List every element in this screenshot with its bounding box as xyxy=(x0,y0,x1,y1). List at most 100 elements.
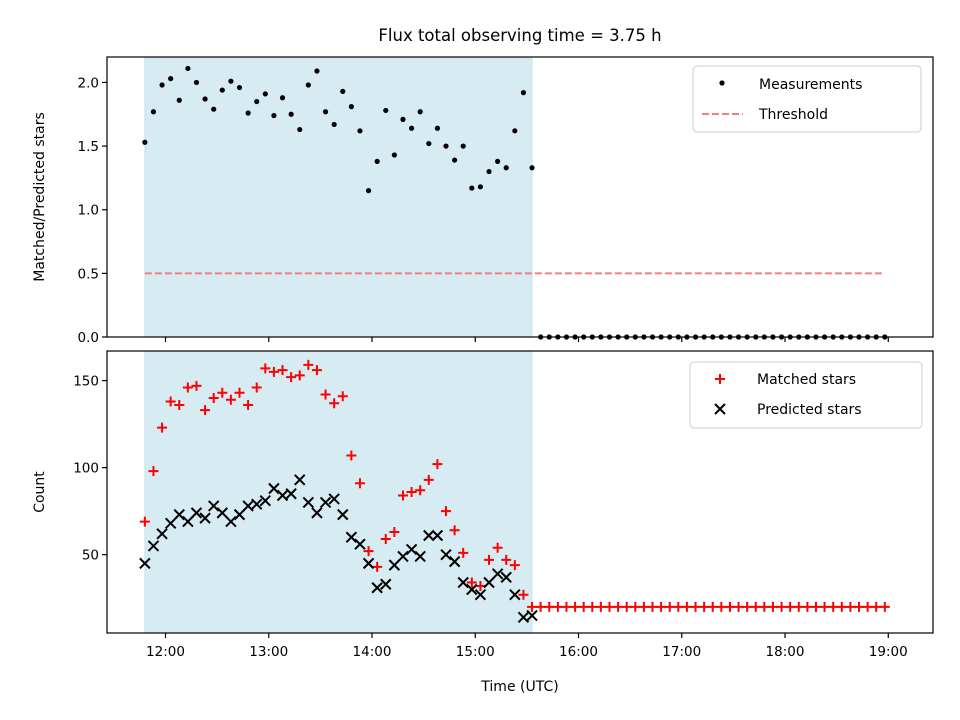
matched-star-marker xyxy=(767,601,778,612)
measurement-point xyxy=(486,168,492,175)
matched-star-marker xyxy=(707,601,718,612)
predicted-star-marker xyxy=(225,515,237,528)
x-tick-label: 16:00 xyxy=(559,644,598,660)
matched-star-marker xyxy=(492,542,503,553)
x-tick-label: 12:00 xyxy=(146,644,185,660)
matched-star-marker xyxy=(785,601,796,612)
measurement-point xyxy=(460,143,466,149)
measurement-point xyxy=(400,116,406,122)
matched-star-marker xyxy=(759,601,770,612)
predicted-star-marker xyxy=(190,507,203,519)
axes-frame-0 xyxy=(106,56,934,338)
predicted-star-marker xyxy=(285,488,297,500)
matched-star-marker xyxy=(656,601,667,612)
predicted-star-marker xyxy=(397,550,409,563)
y-axis-label: Matched/Predicted stars xyxy=(32,112,48,282)
matched-star-marker xyxy=(681,601,692,612)
measurement-point xyxy=(408,125,415,131)
matched-star-marker xyxy=(552,601,563,612)
matched-star-marker xyxy=(578,601,589,612)
matched-star-marker xyxy=(819,601,830,612)
predicted-star-marker xyxy=(319,496,332,509)
measurement-point xyxy=(159,82,165,88)
matched-star-marker xyxy=(535,601,546,612)
matched-star-marker xyxy=(621,601,632,612)
predicted-star-marker xyxy=(207,500,220,512)
matched-star-marker xyxy=(182,382,193,393)
measurement-point xyxy=(391,152,397,158)
x-tick-label: 17:00 xyxy=(662,644,701,660)
predicted-star-marker xyxy=(156,528,168,540)
matched-star-marker xyxy=(509,560,520,571)
matched-star-marker xyxy=(286,372,297,383)
predicted-star-marker xyxy=(380,578,392,590)
matched-star-marker xyxy=(854,601,865,612)
matched-star-marker xyxy=(690,601,701,612)
matched-star-marker xyxy=(423,474,434,485)
matched-star-marker xyxy=(871,601,882,612)
measurement-point xyxy=(279,95,286,101)
measurement-point xyxy=(340,88,346,94)
y-tick-label: 1.5 xyxy=(78,139,99,155)
matched-star-marker xyxy=(234,387,245,398)
matched-star-marker xyxy=(466,577,477,588)
matched-star-marker xyxy=(277,365,288,376)
measurement-point xyxy=(245,110,251,116)
measurement-point xyxy=(176,97,182,103)
legend-predicted-label: Predicted stars xyxy=(757,402,862,418)
legend-matched-label: Matched stars xyxy=(757,372,856,388)
measurement-point xyxy=(305,82,311,88)
matched-star-marker xyxy=(303,359,314,370)
matched-star-marker xyxy=(294,370,305,381)
measurement-point xyxy=(477,184,484,190)
measurement-point xyxy=(512,128,518,134)
y-tick-label: 50 xyxy=(82,548,99,564)
predicted-star-marker xyxy=(414,550,426,563)
predicted-star-marker xyxy=(182,515,194,528)
shaded-region-0 xyxy=(144,56,533,338)
predicted-star-marker xyxy=(517,611,530,624)
matched-star-marker xyxy=(647,601,658,612)
measurement-point xyxy=(236,84,243,91)
measurement-point xyxy=(262,91,268,97)
predicted-star-marker xyxy=(354,538,366,550)
matched-star-marker xyxy=(793,601,804,612)
predicted-star-marker xyxy=(259,494,272,507)
matched-star-marker xyxy=(879,601,890,612)
measurement-point xyxy=(211,106,217,112)
legend-measurements-label: Measurements xyxy=(759,77,862,93)
legend-predicted-marker xyxy=(714,403,726,415)
predicted-star-marker xyxy=(268,482,280,495)
matched-star-marker xyxy=(311,365,322,376)
matched-star-marker xyxy=(458,547,469,558)
matched-star-marker xyxy=(733,601,744,612)
measurement-point xyxy=(202,96,208,102)
matched-star-marker xyxy=(415,485,426,496)
predicted-star-marker xyxy=(233,508,246,521)
matched-star-marker xyxy=(441,506,452,517)
predicted-star-marker xyxy=(491,568,504,580)
measurement-point xyxy=(168,76,174,82)
legend-measurements-marker xyxy=(719,80,725,86)
predicted-star-marker xyxy=(216,507,229,519)
matched-star-marker xyxy=(724,601,735,612)
matched-star-marker xyxy=(251,382,262,393)
predicted-star-marker xyxy=(139,557,151,570)
measurement-point xyxy=(331,121,337,128)
y-tick-label: 100 xyxy=(73,461,99,477)
matched-star-marker xyxy=(638,601,649,612)
matched-star-marker xyxy=(862,601,873,612)
y-tick-label: 0.5 xyxy=(78,266,99,282)
matched-star-marker xyxy=(501,554,512,565)
predicted-star-marker xyxy=(466,583,478,596)
predicted-star-marker xyxy=(147,540,160,552)
matched-star-marker xyxy=(243,399,254,410)
matched-star-marker xyxy=(346,450,357,461)
x-tick-label: 13:00 xyxy=(249,644,288,660)
measurement-point xyxy=(434,125,440,131)
matched-star-marker xyxy=(810,601,821,612)
measurement-point xyxy=(383,107,389,114)
matched-star-marker xyxy=(613,601,624,612)
measurement-point xyxy=(228,78,234,84)
predicted-star-marker xyxy=(242,500,254,512)
